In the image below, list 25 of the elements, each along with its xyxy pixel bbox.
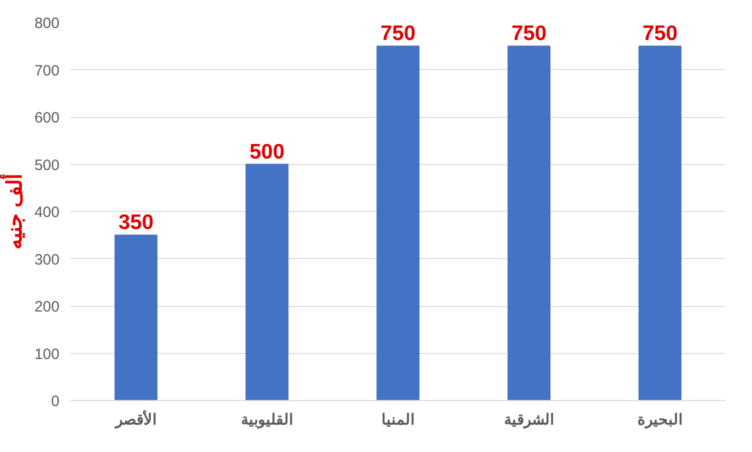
y-tick-label: 500 [34, 156, 60, 174]
data-label: 750 [380, 22, 416, 46]
bar [376, 46, 420, 400]
x-tick-label: الشرقية [504, 412, 554, 428]
y-tick-label: 300 [34, 251, 60, 268]
data-label: 750 [511, 22, 547, 46]
x-tick-label: المنيا [382, 412, 414, 428]
bar [114, 234, 158, 400]
data-label: 350 [118, 211, 154, 234]
y-tick-label: 800 [34, 15, 60, 32]
data-label: 750 [642, 22, 678, 46]
bar [508, 46, 550, 400]
y-tick-label: 100 [34, 346, 60, 363]
y-tick-label: 600 [34, 110, 60, 126]
x-tick-label: الأقصر [114, 410, 156, 428]
bar [246, 164, 288, 400]
y-tick-label: 700 [34, 62, 60, 80]
y-tick-label: 200 [34, 298, 60, 316]
y-tick-label: 400 [34, 204, 60, 221]
x-tick-label: القليوبية [241, 412, 293, 428]
x-tick-label: البحيرة [638, 412, 682, 428]
bar [638, 46, 682, 400]
y-axis-title: ألف جنيه [0, 174, 26, 250]
data-label: 500 [249, 140, 285, 164]
y-tick-label: 0 [51, 393, 60, 410]
